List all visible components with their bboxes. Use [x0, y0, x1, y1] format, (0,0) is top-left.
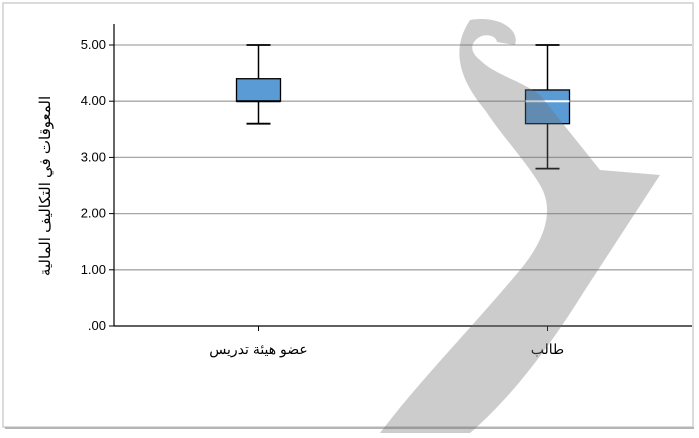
boxes: [235, 44, 571, 170]
iqr-box: [235, 78, 282, 102]
watermark-mark: [380, 19, 660, 434]
box-1: [235, 44, 282, 125]
y-tick-label: 2.00: [81, 206, 106, 221]
x-category-label: عضو هيئة تدريس: [209, 341, 308, 358]
labels: .00 1.00 2.00 3.00 4.00 5.00 عضو هيئة تدريس طال…: [81, 37, 565, 358]
iqr-box: [524, 89, 571, 125]
y-tick-label: 3.00: [81, 149, 106, 164]
y-axis-label: المعوقات في التكاليف المالية: [37, 96, 54, 276]
y-tick-label: .00: [88, 318, 106, 333]
axes: [109, 24, 692, 331]
y-tick-label: 4.00: [81, 93, 106, 108]
y-tick-label: 5.00: [81, 37, 106, 52]
chart-border: [2, 2, 694, 428]
x-category-label: طالب: [531, 341, 564, 357]
y-tick-label: 1.00: [81, 262, 106, 277]
gridlines: [114, 44, 692, 271]
box-2: [524, 44, 571, 170]
